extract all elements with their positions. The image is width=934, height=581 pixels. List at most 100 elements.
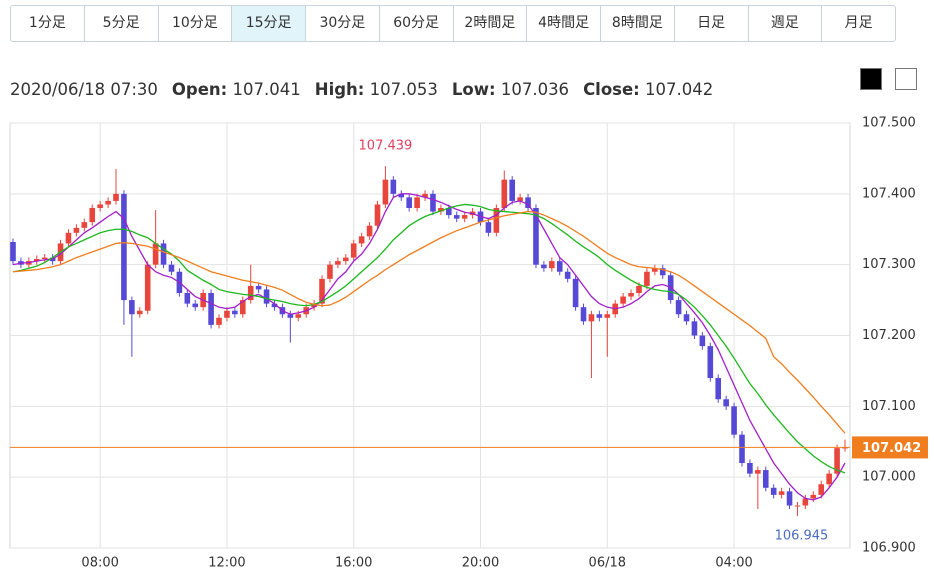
timeframe-tab[interactable]: 1分足 [11,6,85,41]
candle-body [311,303,317,308]
candle-body [723,399,729,407]
x-tick-label: 04:00 [715,556,752,571]
open-label: Open: [171,80,228,99]
candle-body [33,259,40,262]
candle-body [232,310,238,315]
candle-body [224,310,230,318]
candle-body [81,222,88,228]
candle-body [398,193,405,198]
candle-body [770,487,777,495]
candle-body [184,293,191,304]
candle-body [493,208,500,233]
timeframe-tab[interactable]: 60分足 [380,6,454,41]
high-value: 107.053 [369,80,438,99]
candle-body [168,264,175,272]
moving-average-line [12,193,846,501]
high-annotation: 107.439 [359,139,413,154]
candle-body [453,215,460,219]
candle-body [604,314,611,318]
candle-body [152,243,159,265]
dark-theme-button[interactable] [860,68,882,90]
candle-body [271,303,278,308]
candle-body [121,193,127,301]
light-theme-button[interactable] [895,68,917,90]
candle-body [430,193,436,212]
candle-body [755,470,761,474]
candle-body [580,307,587,322]
candle-body [327,264,333,279]
candle-body [596,314,603,318]
timeframe-tab[interactable]: 2時間足 [454,6,528,41]
candle-body [10,242,16,262]
timeframe-tab[interactable]: 30分足 [306,6,380,41]
candle-body [160,243,167,265]
candle-body [636,285,642,293]
timeframe-tab[interactable]: 月足 [844,15,873,31]
y-tick-label: 106.900 [862,541,916,556]
candle-body [97,204,103,208]
candle-body [525,197,531,208]
timeframe-tab[interactable]: 4時間足 [527,6,601,41]
candle-body [382,179,389,205]
candle-body [549,261,555,269]
candle-body [620,296,626,304]
candle-body [438,208,444,212]
x-tick-label: 20:00 [462,556,499,571]
candle-body [802,498,809,506]
moving-average-line [12,203,846,474]
candle-body [406,197,412,208]
candle-body [739,434,745,463]
candle-body [659,268,666,276]
candle-body [335,261,341,265]
candle-body [834,448,840,474]
y-tick-label: 107.400 [862,186,916,201]
candle-body [216,317,222,325]
moving-average-line [12,210,846,434]
ohlc-header: 2020/06/18 07:30 Open: 107.041 High: 107.0… [10,80,713,99]
candle-body [144,264,151,311]
candle-body [628,293,634,297]
candle-body [461,215,468,219]
low-label: Low: [451,80,496,99]
timeframe-tab[interactable]: 15分足 [232,6,306,41]
candle-body [747,463,753,474]
candle-body [810,494,817,499]
candle-body [350,243,357,258]
candle-body [572,278,579,308]
timeframe-tab[interactable]: 10分足 [159,6,233,41]
timeframe-tab[interactable]: 日足 [675,6,749,41]
candle-body [652,268,658,272]
y-tick-label: 107.500 [862,116,916,131]
candle-body [414,197,420,208]
y-tick-label: 107.000 [862,470,916,485]
candle-body [509,179,515,201]
timeframe-tab[interactable]: 週足 [749,6,823,41]
low-value: 107.036 [500,80,570,99]
timeframe-tab[interactable]: 5分足 [85,6,159,41]
high-label: High: [314,80,365,99]
timeframe-tab[interactable]: 8時間足 [601,6,675,41]
candle-body [517,197,523,201]
candle-body [255,285,262,290]
candle-body [818,484,825,495]
candle-body [588,314,595,322]
candle-body [73,227,80,233]
candle-body [390,179,397,194]
y-tick-label: 107.300 [862,257,916,272]
candle-body [485,222,492,233]
open-value: 107.041 [232,80,301,99]
candle-body [295,314,302,318]
candle-body [105,200,111,205]
candle-body [136,310,143,315]
x-tick-label: 12:00 [208,556,245,571]
candle-body [556,261,563,272]
candle-body [778,491,785,495]
candle-body [446,208,452,216]
candle-body [564,271,571,279]
candle-body [192,303,199,308]
candle-body [715,378,722,400]
candle-body [208,293,214,325]
candle-body [533,208,539,265]
candle-body [343,257,349,262]
